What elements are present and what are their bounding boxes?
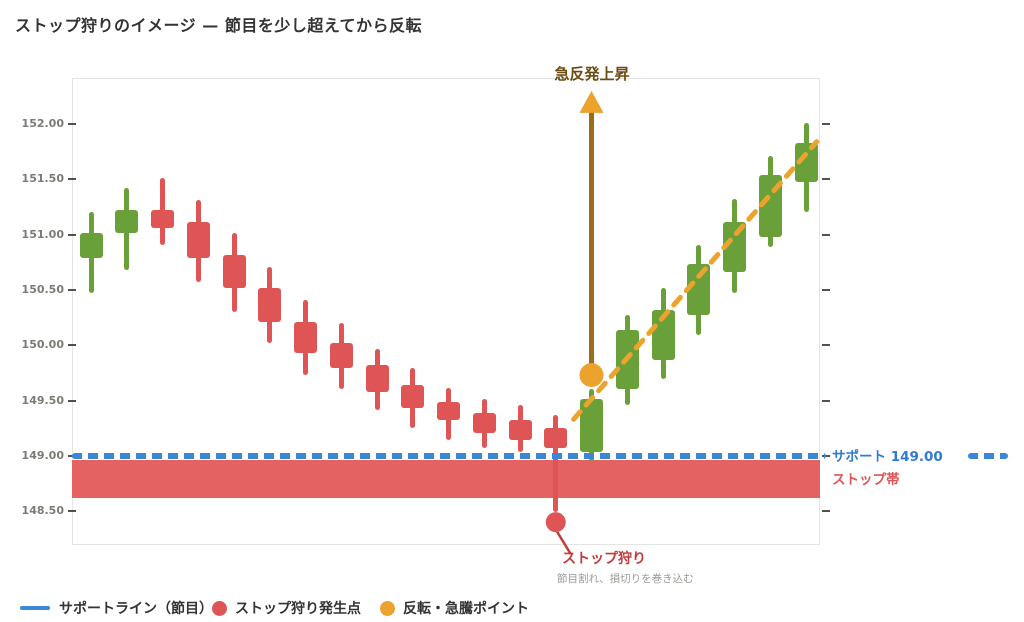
y-axis-tick-right bbox=[822, 178, 830, 181]
candle-body bbox=[651, 309, 675, 360]
stop-zone-label: ストップ帯 bbox=[832, 472, 900, 488]
legend-item-rebound: 反転・急騰ポイント bbox=[380, 597, 529, 619]
candle-body bbox=[294, 321, 317, 353]
candle-body bbox=[365, 365, 389, 392]
candle-body bbox=[687, 264, 711, 316]
y-axis-label: 152.00 bbox=[21, 117, 64, 130]
rebound-label: 急反発上昇 bbox=[554, 65, 630, 83]
stop-zone-band bbox=[72, 460, 820, 498]
support-price-label: サポート 149.00 bbox=[832, 449, 943, 465]
candle-body bbox=[794, 142, 818, 182]
y-axis-tick-right bbox=[822, 344, 830, 347]
legend-item-stop-hunt: ストップ狩り発生点 bbox=[212, 597, 361, 619]
y-axis-label: 148.50 bbox=[21, 504, 64, 518]
rebound-dot-swatch bbox=[380, 600, 395, 616]
candle-body bbox=[329, 342, 353, 369]
y-axis-tick-left bbox=[68, 344, 76, 347]
y-axis-tick-right bbox=[822, 233, 830, 236]
candle-body bbox=[615, 329, 639, 390]
candle-body bbox=[115, 210, 139, 234]
candle-wick bbox=[553, 414, 559, 513]
y-axis-tick-right bbox=[822, 123, 830, 125]
y-axis-label: 150.00 bbox=[21, 338, 64, 352]
candle-body bbox=[723, 222, 746, 273]
candle-body bbox=[544, 428, 568, 449]
y-axis-label: 150.50 bbox=[21, 282, 64, 296]
candle-body bbox=[186, 222, 210, 258]
stop-hunt-caption: 節目割れ、損切りを巻き込む bbox=[557, 573, 694, 585]
y-axis-label: 151.50 bbox=[21, 172, 64, 186]
y-axis-tick-right bbox=[822, 454, 830, 457]
candle-body bbox=[151, 210, 174, 228]
y-axis-tick-left bbox=[68, 399, 76, 402]
y-axis-tick-right bbox=[822, 510, 830, 513]
support-line-extension bbox=[968, 452, 1008, 459]
y-axis-tick-left bbox=[68, 510, 76, 513]
y-axis-label: 149.00 bbox=[21, 448, 64, 462]
candle-body bbox=[401, 385, 425, 409]
y-axis-tick-right bbox=[822, 399, 830, 402]
y-axis-tick-left bbox=[68, 233, 76, 236]
candle-body bbox=[258, 287, 282, 322]
candle-body bbox=[222, 254, 246, 288]
candle-body bbox=[758, 174, 782, 237]
y-axis-tick-left bbox=[68, 288, 76, 291]
candle-body bbox=[79, 233, 103, 258]
y-axis-label: 149.50 bbox=[21, 393, 64, 407]
y-axis-tick-right bbox=[822, 288, 830, 291]
support-line bbox=[72, 452, 826, 459]
candle-body bbox=[580, 399, 603, 453]
y-axis-tick-left bbox=[68, 123, 76, 125]
candle-body bbox=[472, 412, 496, 433]
candle-body bbox=[437, 401, 460, 421]
y-axis-tick-left bbox=[68, 178, 76, 181]
legend-item-support: サポートライン（節目） bbox=[20, 597, 213, 619]
legend-label: サポートライン（節目） bbox=[59, 601, 213, 617]
legend-label: 反転・急騰ポイント bbox=[403, 601, 529, 617]
legend-label: ストップ狩り発生点 bbox=[235, 601, 361, 617]
stop-hunt-label: ストップ狩り bbox=[562, 551, 646, 567]
stop-hunt-dot-swatch bbox=[212, 600, 227, 616]
y-axis-label: 151.00 bbox=[21, 227, 64, 241]
support-line-swatch bbox=[20, 606, 50, 610]
candle-body bbox=[508, 420, 532, 441]
page-title: ストップ狩りのイメージ — 節目を少し超えてから反転 bbox=[15, 16, 423, 35]
